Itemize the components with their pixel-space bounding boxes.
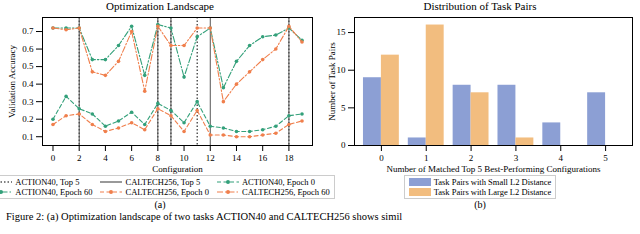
- svg-text:0.1: 0.1: [22, 132, 33, 142]
- svg-text:0.4: 0.4: [22, 79, 34, 89]
- svg-text:5: 5: [603, 153, 608, 163]
- svg-text:0.6: 0.6: [22, 44, 34, 54]
- svg-text:0.3: 0.3: [22, 97, 34, 107]
- html-text:ACTION40, Epoch 0: ACTION40, Epoch 0: [242, 177, 315, 187]
- html-text:CALTECH256, Epoch 60: CALTECH256, Epoch 60: [242, 187, 330, 197]
- svg-text:0.7: 0.7: [22, 26, 34, 36]
- svg-text:2: 2: [469, 153, 474, 163]
- svg-text:0: 0: [51, 153, 56, 163]
- svg-text:3: 3: [514, 153, 519, 163]
- svg-text:1: 1: [424, 153, 429, 163]
- svg-text:Number of Task Pairs: Number of Task Pairs: [327, 42, 337, 121]
- svg-text:4: 4: [559, 153, 564, 163]
- svg-text:4: 4: [103, 153, 108, 163]
- html-text:Task Pairs with Large L2 Dista: Task Pairs with Large L2 Distance: [433, 187, 552, 197]
- svg-text:14: 14: [232, 153, 242, 163]
- svg-text:12: 12: [206, 153, 215, 163]
- svg-text:0: 0: [379, 153, 384, 163]
- svg-text:6: 6: [129, 153, 134, 163]
- svg-text:Number of Matched Top 5 Best-P: Number of Matched Top 5 Best-Performing …: [386, 164, 601, 174]
- svg-text:10: 10: [337, 65, 347, 75]
- html-text:CALTECH256, Top 5: CALTECH256, Top 5: [125, 177, 201, 187]
- html-text:ACTION40, Epoch 60: ACTION40, Epoch 60: [15, 187, 93, 197]
- html-text:ACTION40, Top 5: ACTION40, Top 5: [15, 177, 80, 187]
- svg-text:0.2: 0.2: [22, 114, 33, 124]
- html-text:(a): (a): [154, 199, 166, 210]
- html-text:(b): (b): [474, 199, 486, 210]
- svg-text:16: 16: [258, 153, 268, 163]
- svg-text:15: 15: [337, 27, 347, 37]
- html-text:Optimization Landscape: Optimization Landscape: [106, 0, 214, 12]
- svg-text:8: 8: [156, 153, 161, 163]
- html-text:Distribution of Task Pairs: Distribution of Task Pairs: [423, 0, 537, 12]
- svg-text:5: 5: [341, 103, 346, 113]
- html-text:Task Pairs with Small L2 Dista: Task Pairs with Small L2 Distance: [433, 177, 552, 187]
- svg-text:0.5: 0.5: [22, 61, 34, 71]
- svg-text:2: 2: [77, 153, 82, 163]
- html-text:CALTECH256, Epoch 0: CALTECH256, Epoch 0: [125, 187, 209, 197]
- html-text:Figure 2: (a) Optimization lan: Figure 2: (a) Optimization landscape of …: [6, 211, 403, 222]
- svg-text:10: 10: [180, 153, 190, 163]
- svg-text:Validation Accuracy: Validation Accuracy: [7, 44, 17, 118]
- svg-text:18: 18: [284, 153, 294, 163]
- svg-text:Configuration: Configuration: [152, 164, 203, 174]
- svg-text:0: 0: [341, 140, 346, 150]
